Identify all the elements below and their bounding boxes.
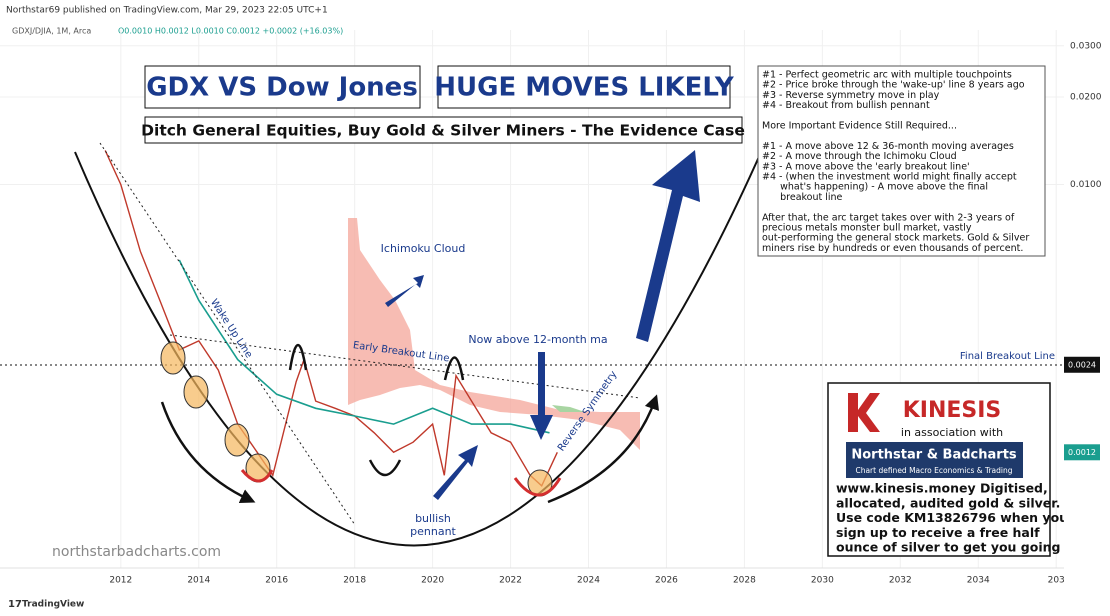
notes: #1 - Perfect geometric arc with multiple… [762,70,1029,254]
note-line: #3 - Reverse symmetry move in play [762,90,940,101]
association: in association with [901,426,1003,439]
subtitle: Ditch General Equities, Buy Gold & Silve… [141,122,745,140]
ohlc: O0.0010 H0.0012 L0.0010 C0.0012 +0.0002 … [118,27,343,36]
badge [1064,444,1100,461]
footer-brand: TradingView [22,600,84,610]
blue-arrows [385,150,700,500]
badge-label: 0.0012 [1068,448,1096,457]
cloud-green [552,405,585,412]
subtitle-box [144,116,743,144]
y-axis: 0.0300 0.0200 0.0100 0.0024 0.0012 [1064,41,1102,461]
ichimoku-label: Ichimoku Cloud [381,242,466,255]
sponsor-text: www.kinesis.money Digitised,allocated, a… [836,481,1068,555]
x-tick-label: 2032 [889,576,912,586]
now-above-label: Now above 12-month ma [468,333,607,346]
note-line: precious metals monster bull market, vas… [762,223,972,234]
note-line: #1 - A move above 12 & 36-month moving a… [762,141,1014,152]
early-breakout-line [169,334,641,399]
sponsor-name: KINESIS [903,398,1002,423]
final-breakout-label: Final Breakout Line [960,351,1055,362]
note-line: miners rise by hundreds or even thousand… [762,243,1023,254]
x-tick-label: 203 [1048,576,1065,586]
x-tick-label: 2014 [187,576,210,586]
ichimoku-cloud [348,218,640,450]
x-tick-label: 2030 [811,576,834,586]
sponsor-line: ounce of silver to get you going [836,540,1060,555]
note-line: #2 - Price broke through the 'wake-up' l… [762,80,1025,91]
headline: HUGE MOVES LIKELY [434,73,735,103]
sponsor-line: sign up to receive a free half [836,525,1040,540]
price-axis [1064,20,1110,580]
published: Northstar69 published on TradingView.com… [6,6,328,16]
badge [1064,356,1100,373]
series-line [178,259,550,434]
sponsor-line: www.kinesis.money Digitised, [836,481,1048,496]
note-line: #1 - Perfect geometric arc with multiple… [762,70,1012,81]
pennant-label: pennant [410,525,456,538]
symbol: GDXJ/DJIA, 1M, Arca [12,27,91,36]
plot [104,150,558,487]
badge-label: 0.0024 [1068,360,1096,369]
series-line [104,150,558,487]
note-line: #2 - A move through the Ichimoku Cloud [762,151,957,162]
title: GDX VS Dow Jones [146,73,418,103]
partner-tagline: Chart defined Macro Economics & Trading [855,466,1012,475]
kinesis-logo [848,393,880,432]
notes-box [757,65,1046,257]
note-line: breakout line [762,192,843,203]
y-tick-label: 0.0100 [1070,180,1102,190]
x-tick-label: 2022 [499,576,522,586]
partner-banner [846,442,1023,478]
note-line: #4 - (when the investment world might fi… [762,172,1017,183]
sponsor-line: allocated, audited gold & silver. [836,495,1060,510]
x-tick-label: 2016 [265,576,288,586]
note-line: More Important Evidence Still Required..… [762,121,957,132]
y-tick-label: 0.0200 [1070,93,1102,103]
note-line: #4 - Breakout from bullish pennant [762,100,930,111]
note-line: #3 - A move above the 'early breakout li… [762,161,970,172]
x-tick-label: 2024 [577,576,600,586]
note-line: out-performing the general stock markets… [762,233,1029,244]
x-tick-label: 2028 [733,576,756,586]
x-tick-label: 2034 [967,576,990,586]
touchpoints [160,341,553,497]
x-tick-label: 2020 [421,576,444,586]
footer-logo: 17 [8,599,22,610]
sponsor-line: Use code KM13826796 when you [836,510,1068,525]
headline-box [437,65,731,109]
swing-arcs [160,344,660,504]
y-tick-label: 0.0300 [1070,41,1102,51]
x-axis: 2012 2014 2016 2018 2020 2022 2024 2026 2028 2030… [109,576,1064,586]
note-line: After that, the arc target takes over wi… [762,212,1015,223]
x-tick-label: 2018 [343,576,366,586]
wake-up-line [99,142,356,526]
partner: Northstar & Badcharts [851,448,1017,463]
pennant-label: bullish [415,512,451,525]
title-box [144,65,421,109]
red-arcs [240,469,562,497]
note-line: what's happening) - A move above the fin… [762,182,988,193]
x-tick-label: 2026 [655,576,678,586]
watermark: northstarbadcharts.com [52,544,221,560]
x-tick-label: 2012 [109,576,132,586]
